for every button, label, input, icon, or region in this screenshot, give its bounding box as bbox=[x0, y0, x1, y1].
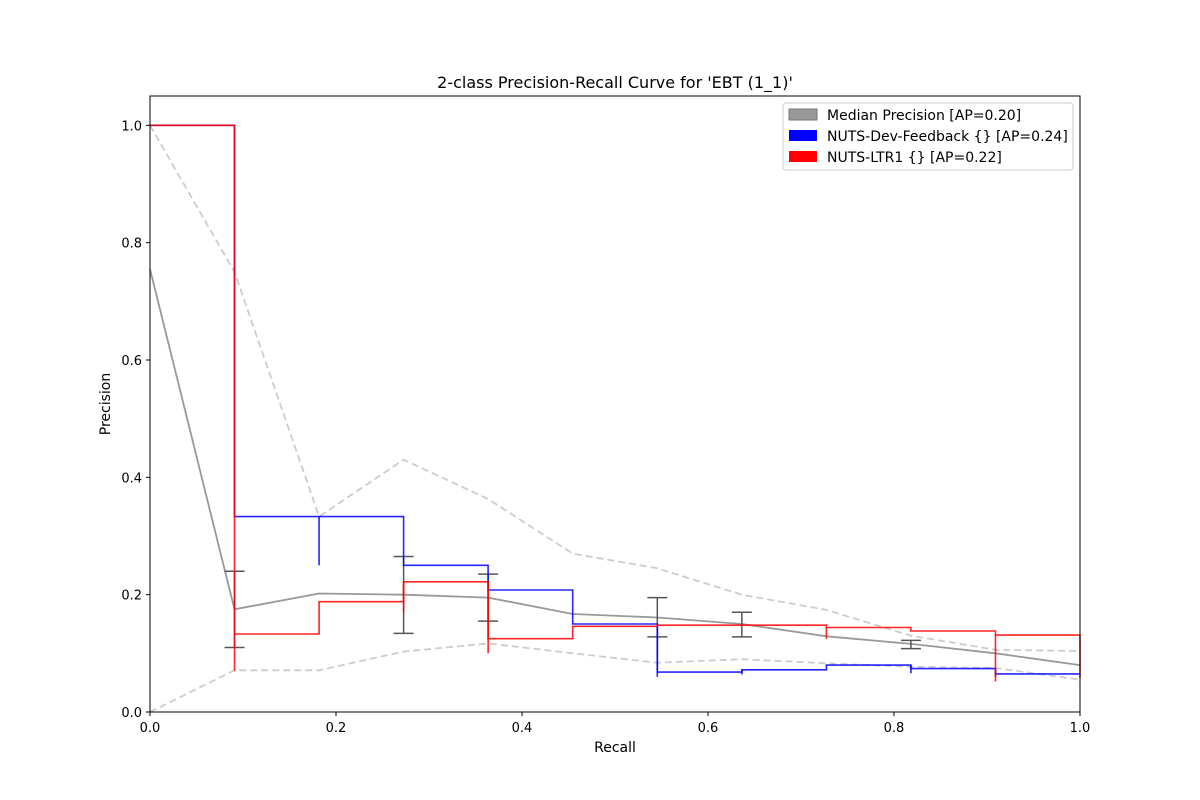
y-tick-label: 0.2 bbox=[121, 589, 142, 604]
legend-swatch-dev-feedback bbox=[789, 130, 817, 141]
x-tick-label: 1.0 bbox=[1070, 721, 1091, 736]
chart-title: 2-class Precision-Recall Curve for 'EBT … bbox=[437, 73, 793, 93]
plot-area bbox=[149, 124, 1081, 713]
legend: Median Precision [AP=0.20] NUTS-Dev-Feed… bbox=[782, 102, 1074, 171]
y-tick-label: 0.6 bbox=[121, 354, 142, 369]
x-tick-label: 0.2 bbox=[326, 721, 347, 736]
x-axis-label: Recall bbox=[594, 740, 636, 756]
y-tick-label: 0.8 bbox=[121, 237, 142, 252]
x-tick-label: 0.0 bbox=[140, 721, 161, 736]
y-tick-label: 0.4 bbox=[121, 471, 142, 486]
y-tick-label: 1.0 bbox=[121, 119, 142, 134]
lower-bound-line bbox=[149, 642, 1081, 713]
axis-ticks: 0.0 0.2 0.4 0.6 0.8 1.0 0.0 0.2 0.4 0.6 0.8 1.0 bbox=[121, 119, 1090, 736]
x-tick-label: 0.6 bbox=[698, 721, 719, 736]
legend-frame bbox=[782, 102, 1074, 171]
y-axis-label: Precision bbox=[98, 373, 114, 435]
legend-swatch-ltr1 bbox=[789, 151, 817, 162]
error-bar-5 bbox=[900, 639, 921, 650]
legend-label-ltr1: NUTS-LTR1 {} [AP=0.22] bbox=[827, 150, 1002, 166]
plot-frame bbox=[149, 95, 1081, 713]
x-tick-label: 0.8 bbox=[884, 721, 905, 736]
legend-swatch-median bbox=[788, 108, 818, 121]
legend-label-dev-feedback: NUTS-Dev-Feedback {} [AP=0.24] bbox=[827, 129, 1068, 145]
ltr1-step-line bbox=[150, 124, 1081, 678]
legend-label-median: Median Precision [AP=0.20] bbox=[827, 108, 1021, 124]
median-precision-line bbox=[149, 268, 1081, 666]
y-tick-label: 0.0 bbox=[121, 706, 142, 721]
x-tick-label: 0.4 bbox=[512, 721, 533, 736]
